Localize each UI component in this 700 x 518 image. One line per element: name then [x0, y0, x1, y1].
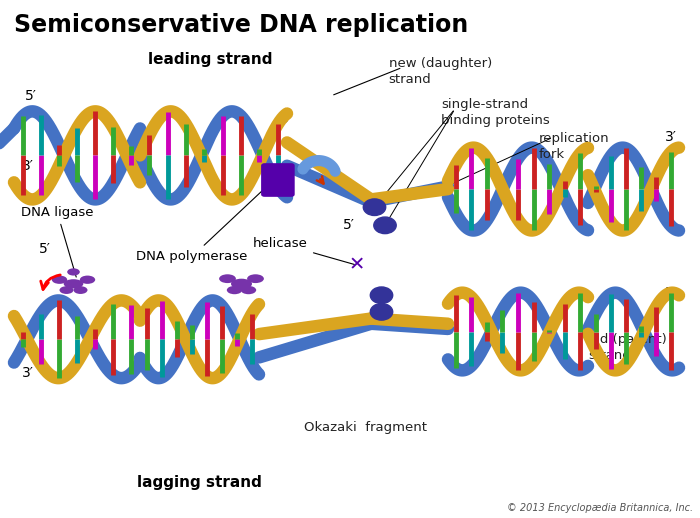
Ellipse shape — [219, 275, 236, 283]
Text: Semiconservative DNA replication: Semiconservative DNA replication — [14, 13, 468, 37]
Ellipse shape — [60, 286, 74, 294]
Text: DNA ligase: DNA ligase — [21, 206, 94, 277]
Ellipse shape — [74, 286, 88, 294]
Text: single-strand
binding proteins: single-strand binding proteins — [441, 98, 550, 127]
Text: 3′: 3′ — [22, 159, 34, 173]
Ellipse shape — [241, 286, 256, 294]
Text: ✕: ✕ — [349, 256, 365, 275]
Text: 5′: 5′ — [25, 89, 36, 103]
Text: lagging strand: lagging strand — [137, 476, 262, 490]
Text: 3′: 3′ — [665, 130, 677, 145]
Text: new (daughter)
strand: new (daughter) strand — [389, 57, 492, 86]
Circle shape — [370, 304, 393, 320]
Text: 5′: 5′ — [38, 241, 50, 256]
Text: 5′: 5′ — [665, 285, 677, 300]
Text: leading strand: leading strand — [148, 52, 272, 67]
Circle shape — [370, 287, 393, 304]
Text: 3′: 3′ — [22, 366, 34, 380]
Text: 3′: 3′ — [280, 112, 292, 126]
Text: old (parent)
strand: old (parent) strand — [588, 333, 666, 362]
Text: © 2013 Encyclopædia Britannica, Inc.: © 2013 Encyclopædia Britannica, Inc. — [507, 503, 693, 513]
Text: DNA polymerase: DNA polymerase — [136, 186, 267, 263]
Text: Okazaki  fragment: Okazaki fragment — [304, 421, 428, 434]
Text: replication
fork: replication fork — [539, 132, 610, 161]
Circle shape — [374, 217, 396, 234]
Circle shape — [363, 199, 386, 215]
Ellipse shape — [227, 286, 242, 294]
Text: helicase: helicase — [253, 237, 354, 265]
Ellipse shape — [231, 279, 252, 289]
Ellipse shape — [52, 276, 67, 284]
Ellipse shape — [247, 275, 264, 283]
Text: 5′: 5′ — [343, 218, 355, 233]
Ellipse shape — [67, 268, 80, 276]
Ellipse shape — [80, 276, 95, 284]
FancyBboxPatch shape — [261, 163, 295, 197]
Ellipse shape — [64, 279, 83, 289]
